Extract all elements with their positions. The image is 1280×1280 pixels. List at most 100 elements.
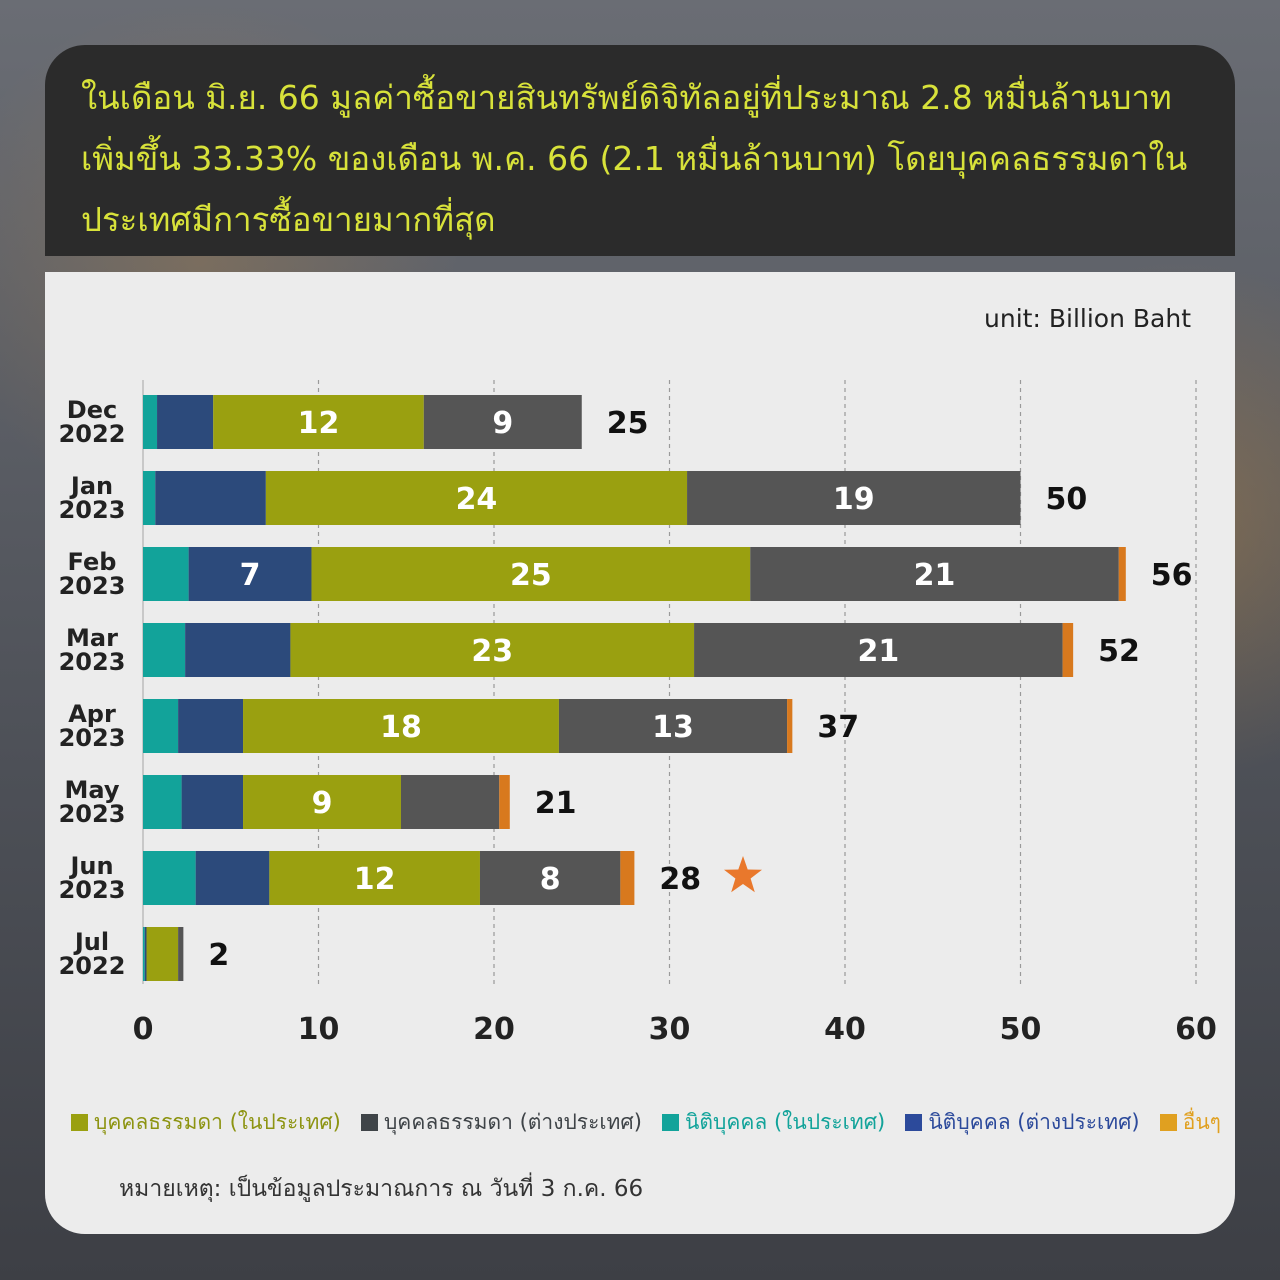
bar-segment [143, 547, 189, 601]
total-label: 52 [1098, 634, 1140, 669]
data-label: 23 [471, 634, 513, 669]
legend-item: นิติบุคคล (ในประเทศ) [662, 1106, 885, 1139]
bar-segment [479, 851, 621, 905]
total-label: 56 [1151, 558, 1193, 593]
star-icon [724, 856, 762, 893]
legend-label: อื่นๆ [1182, 1110, 1221, 1134]
bar-segment [423, 395, 582, 449]
category-label: Jan [69, 472, 113, 500]
total-label: 37 [817, 710, 859, 745]
x-tick-label: 20 [473, 1012, 515, 1047]
chart-card: unit: Billion Baht 0 10 20 30 40 50 60 Dec 2022 1… [45, 272, 1235, 1234]
bar-segment [143, 623, 186, 677]
category-label: 2023 [59, 496, 126, 524]
bar-segment [1062, 623, 1074, 677]
x-tick-label: 0 [133, 1012, 154, 1047]
data-label: 21 [914, 558, 956, 593]
bar-segment [290, 623, 695, 677]
bar-segment [181, 775, 244, 829]
data-label: 8 [540, 862, 561, 897]
data-label: 12 [298, 406, 340, 441]
bar-segment [787, 699, 793, 753]
legend-swatch [662, 1114, 680, 1131]
data-label: 19 [833, 482, 875, 517]
category-label: 2023 [59, 876, 126, 904]
total-label: 21 [535, 786, 577, 821]
data-label: 13 [652, 710, 694, 745]
data-label: 21 [857, 634, 899, 669]
category-label: 2023 [59, 724, 126, 752]
bar-segment [694, 623, 1063, 677]
legend-item: นิติบุคคล (ต่างประเทศ) [905, 1106, 1140, 1139]
bar-segment [144, 927, 147, 981]
data-label: 24 [456, 482, 498, 517]
category-label: 2022 [59, 952, 126, 980]
category-label: 2023 [59, 572, 126, 600]
x-tick-label: 50 [1000, 1012, 1042, 1047]
bar-segment [143, 471, 156, 525]
data-label: 12 [354, 862, 396, 897]
category-label: Dec [67, 396, 117, 424]
bar-segment [269, 851, 480, 905]
category-label: Jul [73, 928, 109, 956]
bar-segment [178, 927, 184, 981]
bar-segment [265, 471, 688, 525]
bar-segment [157, 395, 214, 449]
data-label: 18 [380, 710, 422, 745]
category-label: May [65, 776, 120, 804]
bar-segment [143, 395, 158, 449]
bar-segment [143, 851, 196, 905]
bar-segment [195, 851, 270, 905]
bar-segment [400, 775, 500, 829]
x-tick-label: 10 [298, 1012, 340, 1047]
bar-segment [185, 623, 291, 677]
bar-segment [213, 395, 424, 449]
bar-segment [146, 927, 179, 981]
bar-segment [1118, 547, 1126, 601]
legend-swatch [71, 1114, 88, 1131]
bar-segment [499, 775, 510, 829]
legend-label: นิติบุคคล (ในประเทศ) [685, 1110, 886, 1134]
legend-label: บุคคลธรรมดา (ต่างประเทศ) [383, 1110, 642, 1134]
legend-swatch [905, 1114, 923, 1131]
bar-segment [188, 547, 312, 601]
bar-segment [243, 699, 559, 753]
unit-label: unit: Billion Baht [984, 304, 1191, 333]
legend-label: นิติบุคคล (ต่างประเทศ) [928, 1110, 1140, 1134]
category-label: Apr [68, 700, 116, 728]
bar-segment [687, 471, 1021, 525]
category-label: Feb [68, 548, 117, 576]
bar-segment [311, 547, 751, 601]
category-label: 2022 [59, 420, 126, 448]
bar-segment [143, 699, 179, 753]
x-tick-label: 30 [649, 1012, 691, 1047]
bar-segment [143, 927, 145, 981]
bar-segment [155, 471, 266, 525]
legend-swatch [360, 1114, 378, 1131]
total-label: 28 [659, 862, 701, 897]
legend-item: บุคคลธรรมดา (ต่างประเทศ) [360, 1106, 642, 1139]
bar-segment [143, 775, 182, 829]
legend-swatch [1159, 1114, 1177, 1131]
data-label: 9 [492, 406, 513, 441]
total-label: 2 [208, 938, 229, 973]
total-label: 50 [1046, 482, 1088, 517]
chart-legend: บุคคลธรรมดา (ในประเทศ) บุคคลธรรมดา (ต่างป… [71, 1106, 1221, 1139]
legend-item: บุคคลธรรมดา (ในประเทศ) [71, 1106, 341, 1139]
data-label: 7 [240, 558, 261, 593]
bar-segment [620, 851, 635, 905]
bar-segment [558, 699, 788, 753]
category-label: Mar [66, 624, 118, 652]
data-label: 9 [312, 786, 333, 821]
headline: ในเดือน มิ.ย. 66 มูลค่าซื้อขายสินทรัพย์ด… [81, 78, 1188, 239]
bar-segment [243, 775, 401, 829]
category-label: 2023 [59, 648, 126, 676]
x-tick-label: 60 [1175, 1012, 1217, 1047]
total-label: 25 [607, 406, 649, 441]
bar-segment [178, 699, 244, 753]
legend-item: อื่นๆ [1159, 1106, 1221, 1139]
data-label: 25 [510, 558, 552, 593]
x-tick-label: 40 [824, 1012, 866, 1047]
footnote: หมายเหตุ: เป็นข้อมูลประมาณการ ณ วันที่ 3… [119, 1176, 644, 1202]
